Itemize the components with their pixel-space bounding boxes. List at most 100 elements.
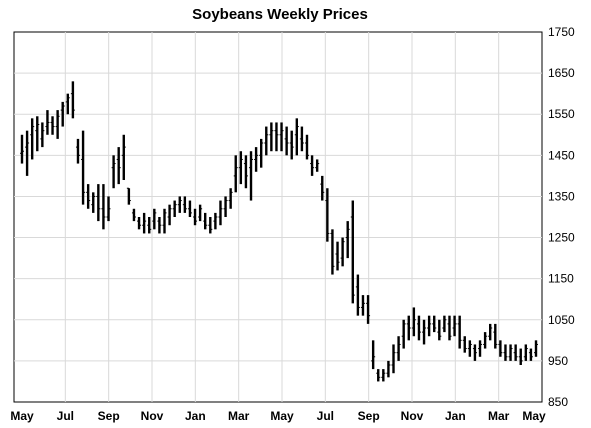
- ohlc-bar: [137, 217, 142, 230]
- ohlc-bar: [187, 200, 192, 217]
- ohlc-bar: [386, 360, 391, 378]
- plot-area: [13, 31, 543, 403]
- ohlc-bar: [503, 344, 508, 361]
- y-axis-tick-labels: 850 950 1050 1150 1250 1350 1450 1550 1650 1750: [548, 25, 575, 409]
- ohlc-bar: [172, 200, 177, 217]
- ohlc-bar: [462, 336, 467, 353]
- ohlc-bar: [498, 340, 503, 357]
- ohlc-bar: [335, 241, 340, 271]
- ohlc-bar: [411, 307, 416, 337]
- ohlc-bar: [279, 122, 284, 152]
- ohlc-bar: [25, 130, 30, 176]
- ohlc-bar: [147, 217, 152, 234]
- ohlc-bar: [60, 101, 65, 127]
- ohlc-bar: [534, 340, 538, 357]
- ohlc-bar: [320, 175, 325, 201]
- ohlc-bar: [325, 188, 330, 242]
- ohlc-bar: [213, 212, 218, 230]
- x-tick-label: Sep: [358, 409, 380, 423]
- ohlc-bar: [157, 217, 162, 234]
- ohlc-bar: [121, 134, 126, 180]
- ohlc-bar: [223, 196, 228, 217]
- ohlc-bar: [233, 155, 238, 193]
- ohlc-bar: [75, 138, 80, 164]
- y-tick-label: 1150: [548, 272, 574, 286]
- ohlc-bar: [96, 184, 101, 222]
- price-bars: [20, 81, 538, 382]
- ohlc-bar: [264, 126, 269, 156]
- ohlc-bar: [228, 188, 233, 209]
- ohlc-bar: [111, 155, 116, 189]
- ohlc-bar: [274, 122, 279, 152]
- ohlc-bar: [478, 340, 483, 357]
- x-tick-label: Mar: [228, 409, 250, 423]
- ohlc-bar: [50, 116, 55, 135]
- ohlc-bar: [360, 295, 365, 316]
- ohlc-bar: [65, 93, 70, 115]
- x-tick-label: Jan: [185, 409, 206, 423]
- ohlc-bar: [177, 196, 182, 213]
- ohlc-bar: [152, 208, 157, 230]
- y-tick-label: 1050: [548, 313, 575, 327]
- ohlc-bar: [20, 134, 24, 164]
- x-tick-label: Nov: [401, 409, 424, 423]
- x-tick-label: Nov: [141, 409, 164, 423]
- x-tick-label: Mar: [488, 409, 510, 423]
- ohlc-bar: [315, 159, 320, 172]
- ohlc-bar: [340, 237, 345, 267]
- ohlc-bar: [437, 319, 442, 341]
- ohlc-bar: [304, 134, 309, 160]
- ohlc-bar: [371, 340, 376, 370]
- y-tick-label: 1750: [548, 25, 575, 39]
- ohlc-bar: [162, 208, 167, 234]
- ohlc-bar: [472, 344, 477, 361]
- x-tick-label: Jan: [445, 409, 466, 423]
- x-axis-tick-labels: May Jul Sep Nov Jan Mar May Jul Sep Nov Jan Mar May: [10, 409, 546, 423]
- ohlc-bar: [142, 212, 147, 234]
- ohlc-bar: [167, 204, 172, 226]
- ohlc-bar: [284, 126, 289, 156]
- ohlc-bar: [81, 130, 86, 205]
- ohlc-bar: [254, 147, 259, 172]
- ohlc-bar: [330, 229, 335, 275]
- ohlc-bar: [350, 200, 355, 304]
- ohlc-bar: [447, 315, 452, 341]
- ohlc-bar: [294, 118, 299, 156]
- ohlc-bar: [269, 122, 274, 152]
- ohlc-bar: [131, 208, 136, 222]
- x-tick-label: Sep: [98, 409, 120, 423]
- ohlc-bar: [182, 196, 187, 213]
- y-tick-label: 1550: [548, 107, 575, 121]
- ohlc-bar: [289, 130, 294, 160]
- x-tick-label: May: [270, 409, 294, 423]
- ohlc-bar: [203, 212, 208, 230]
- ohlc-bar: [116, 147, 121, 185]
- ohlc-bar: [457, 315, 462, 349]
- x-tick-label: May: [10, 409, 34, 423]
- ohlc-bar: [523, 344, 528, 361]
- ohlc-bar: [366, 295, 371, 324]
- y-tick-label: 1650: [548, 66, 575, 80]
- ohlc-bar: [401, 319, 406, 349]
- ohlc-bar: [345, 221, 350, 259]
- ohlc-bar: [35, 116, 40, 152]
- ohlc-bar: [208, 217, 213, 234]
- ohlc-bar: [493, 323, 498, 349]
- y-tick-label: 1450: [548, 148, 575, 162]
- ohlc-bar: [381, 369, 386, 382]
- ohlc-bar: [45, 110, 50, 135]
- y-tick-label: 1350: [548, 189, 575, 203]
- ohlc-bar: [488, 323, 493, 341]
- ohlc-bar: [406, 315, 411, 341]
- ohlc-bar: [218, 200, 223, 226]
- ohlc-bar: [310, 155, 315, 176]
- ohlc-bar: [86, 184, 91, 209]
- ohlc-bar: [238, 151, 243, 185]
- ohlc-bar: [432, 315, 437, 333]
- ohlc-bar: [518, 348, 523, 365]
- ohlc-bar: [442, 315, 447, 333]
- ohlc-bar: [40, 122, 45, 148]
- ohlc-bar: [427, 315, 432, 337]
- ohlc-bar: [193, 208, 198, 226]
